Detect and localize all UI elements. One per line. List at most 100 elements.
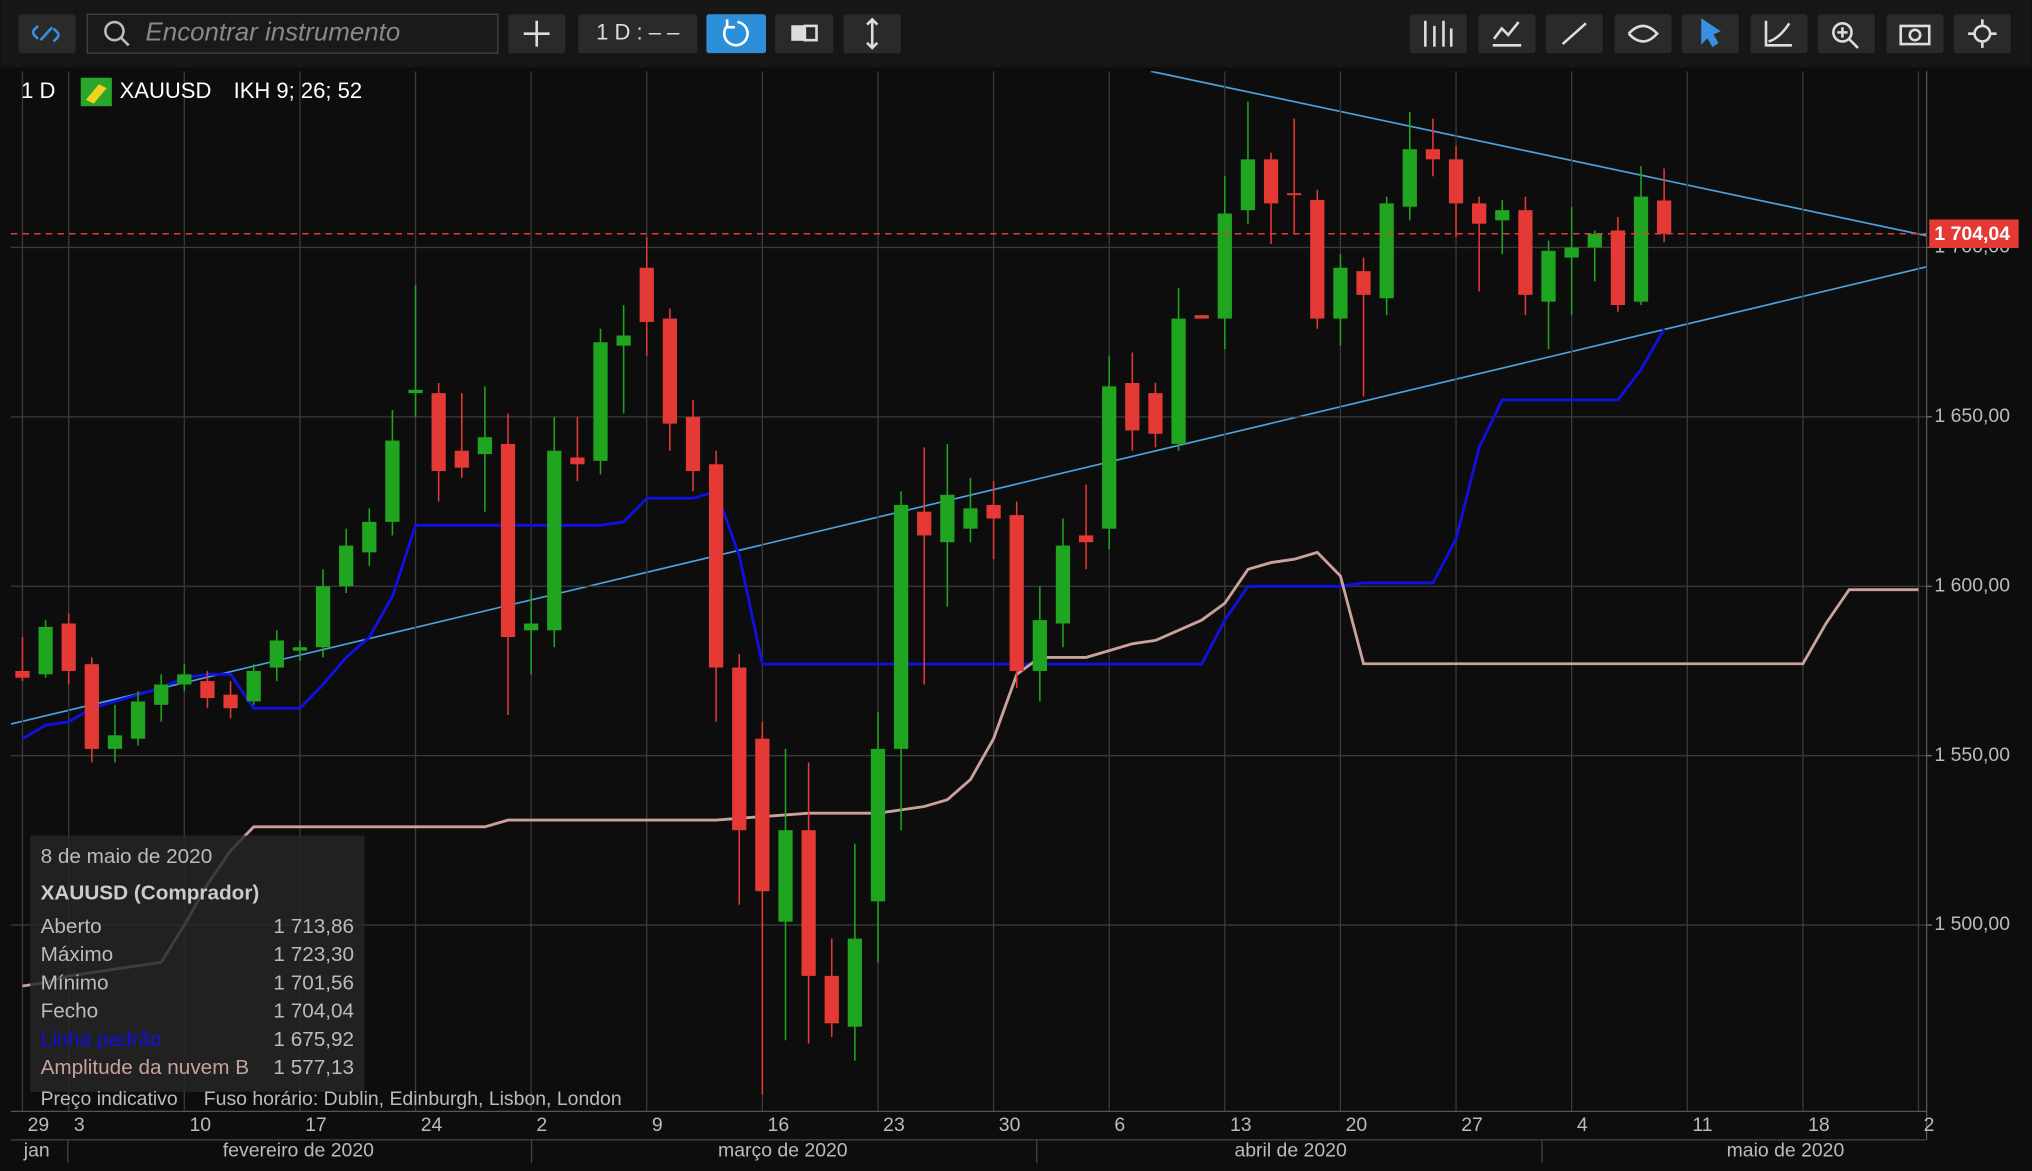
candle-body (524, 623, 539, 631)
candle-body (1541, 250, 1556, 302)
layout-icon (791, 25, 805, 41)
candle-body (292, 647, 308, 651)
x-tick-label: 4 (1577, 1114, 1588, 1136)
candle-body (1379, 203, 1394, 299)
month-label: jan (23, 1140, 50, 1162)
plot-area (10, 71, 1927, 1112)
candle-body (1032, 620, 1047, 671)
candle-body (685, 416, 701, 472)
candle-body (1402, 149, 1417, 207)
tooltip-label: Fecho (41, 1000, 99, 1023)
candle-body (61, 623, 76, 671)
x-tick-label: 2 (536, 1114, 547, 1136)
tool-icon (1899, 24, 1931, 46)
tooltip-value: 1 675,92 (273, 1028, 354, 1051)
candle-body (454, 450, 469, 468)
tooltip-value: 1 701,56 (273, 971, 354, 994)
x-tick-label: 13 (1230, 1114, 1252, 1136)
y-tick-label: 1 500,00 (1934, 913, 2010, 935)
candle-body (1472, 203, 1487, 224)
candle-body (339, 545, 354, 587)
x-tick-label: 11 (1692, 1114, 1712, 1136)
tool-button[interactable] (1409, 14, 1467, 54)
reset-button[interactable] (706, 14, 766, 54)
candle-body (755, 738, 770, 892)
plus-icon (523, 20, 550, 47)
current-price-label: 1 704,04 (1934, 223, 2010, 245)
candle-body (917, 511, 932, 536)
tooltip-date: 8 de maio de 2020 (41, 845, 213, 868)
y-tick-label: 1 550,00 (1934, 744, 2010, 766)
x-tick-label: 18 (1808, 1114, 1830, 1136)
candle-body (1356, 271, 1371, 295)
tool-button[interactable] (1750, 14, 1808, 54)
tooltip-value: 1 577,13 (273, 1056, 354, 1079)
month-label: março de 2020 (718, 1140, 848, 1162)
tool-icon (1968, 19, 1997, 48)
timezone: Fuso horário: Dublin, Edinburgh, Lisbon,… (204, 1088, 622, 1110)
x-tick-label: 17 (305, 1114, 327, 1136)
tool-icon (1764, 20, 1792, 47)
candle-body (570, 457, 585, 465)
tool-icon (1627, 24, 1659, 43)
candle-body (662, 318, 678, 424)
tooltip-rows: Aberto 1 713,86 Máximo 1 723,30 Mínimo 1 701,… (41, 915, 354, 1079)
candle-body (1333, 267, 1348, 319)
candle-body (870, 748, 886, 902)
candle-body (431, 393, 446, 472)
candle-body (1587, 233, 1602, 248)
candle-body (1633, 196, 1649, 302)
symbol-icon (85, 84, 107, 104)
candle-body (408, 389, 423, 394)
candle-body (1240, 159, 1256, 211)
candle-body (593, 342, 608, 461)
candle-body (1217, 213, 1232, 319)
x-tick-label: 20 (1346, 1114, 1368, 1136)
candle-body (269, 640, 284, 668)
trend-line (1150, 71, 1927, 237)
month-label: maio de 2020 (1727, 1140, 1845, 1162)
candle-body (893, 504, 909, 749)
tool-button[interactable] (1886, 14, 1944, 54)
candle-body (84, 664, 99, 749)
tool-icon (1832, 22, 1859, 49)
tool-icon (1492, 21, 1522, 47)
candle-body (963, 508, 978, 529)
x-tick-label: 27 (1461, 1114, 1483, 1136)
reset-icon (722, 19, 749, 47)
candle-body (500, 443, 516, 638)
tooltip-value: 1 704,04 (273, 1000, 354, 1023)
candle-body (1125, 382, 1140, 431)
candle-body (1194, 315, 1209, 319)
candle-body (1102, 386, 1117, 529)
candle-body (1078, 535, 1094, 543)
candle-body (177, 674, 192, 685)
search-box[interactable] (86, 13, 499, 54)
tool-group (1409, 14, 2011, 54)
search-placeholder: Encontrar instrumento (146, 19, 401, 47)
tooltip-label: Aberto (41, 915, 102, 938)
tool-icon (1701, 18, 1721, 48)
current-price-badge (1929, 219, 2019, 248)
y-tick-label: 1 600,00 (1934, 574, 2010, 596)
interval-button[interactable] (578, 14, 698, 54)
candle-body (1610, 230, 1626, 306)
search-icon (104, 20, 125, 42)
candle-body (1171, 318, 1186, 444)
scale-icon (866, 17, 879, 50)
tool-button[interactable] (1614, 14, 1672, 54)
interval-label: 1 D : – – (596, 19, 680, 44)
candle-body (547, 450, 562, 631)
tool-icon (1561, 22, 1587, 46)
indicator-line (21, 328, 1666, 740)
candle-body (986, 504, 1001, 519)
price-note: Preço indicativo (41, 1088, 178, 1110)
candle-body (246, 670, 261, 702)
candle-body (1657, 200, 1672, 234)
tool-button[interactable] (1953, 14, 2011, 54)
candle-body (847, 938, 862, 1027)
candle-body (107, 735, 123, 749)
candle-body (1148, 393, 1163, 434)
month-label: fevereiro de 2020 (223, 1140, 374, 1162)
tool-icon (1424, 20, 1453, 47)
